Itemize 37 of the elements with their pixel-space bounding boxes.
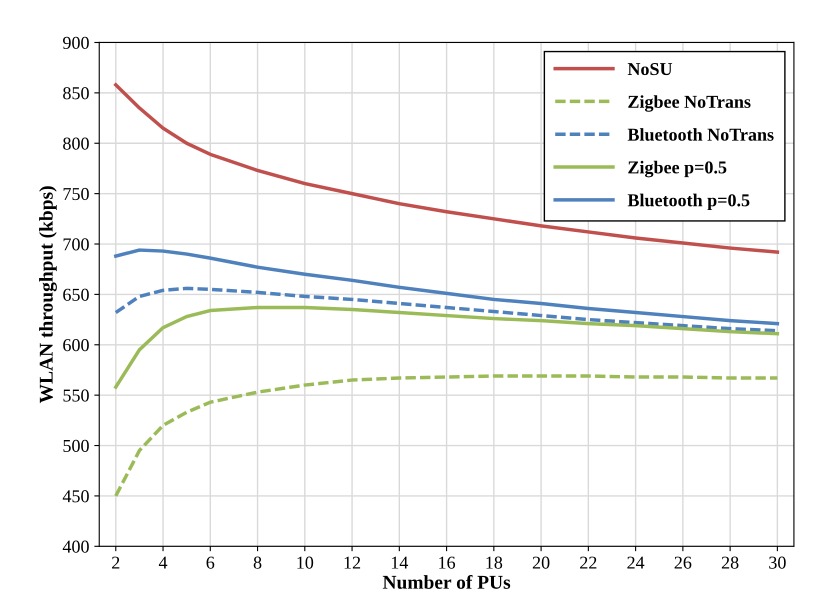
legend-label: Zigbee NoTrans — [628, 95, 751, 112]
x-tick-label: 6 — [206, 556, 214, 569]
x-tick-label: 16 — [439, 556, 456, 569]
y-tick-label: 700 — [64, 238, 89, 250]
line-series — [114, 306, 780, 389]
y-tick-label: 600 — [63, 339, 89, 352]
y-tick-label: 900 — [63, 36, 89, 49]
y-tick-label: 400 — [62, 540, 89, 553]
y-tick-label: 850 — [63, 87, 89, 100]
x-tick-label: 4 — [158, 556, 168, 569]
x-tick-label: 26 — [674, 556, 692, 569]
y-axis-title: WLAN throughput (kbps) — [39, 186, 57, 404]
y-tick-label: 650 — [63, 288, 89, 301]
legend-label: Bluetooth p=0.5 — [628, 194, 750, 210]
line-series — [114, 374, 780, 498]
x-axis-title: Number of PUs — [382, 574, 510, 589]
x-tick-label: 2 — [112, 556, 120, 569]
legend-label: NoSU — [628, 63, 672, 76]
legend-label: Zigbee p=0.5 — [628, 160, 726, 178]
x-tick-label: 22 — [580, 556, 596, 569]
line-series — [114, 248, 780, 326]
x-tick-label: 18 — [486, 556, 502, 569]
y-tick-label: 750 — [64, 188, 89, 200]
x-tick-label: 24 — [627, 556, 644, 569]
x-tick-label: 30 — [769, 556, 786, 569]
y-tick-label: 450 — [62, 490, 89, 502]
y-tick-label: 550 — [63, 389, 89, 402]
legend-label: Bluetooth NoTrans — [628, 128, 774, 141]
x-tick-label: 8 — [254, 556, 262, 569]
x-tick-label: 12 — [344, 556, 360, 569]
line-series — [114, 83, 780, 254]
y-tick-label: 800 — [63, 138, 89, 150]
x-tick-label: 20 — [532, 556, 550, 569]
x-tick-label: 28 — [722, 556, 738, 569]
y-tick-label: 500 — [63, 440, 89, 452]
x-tick-label: 10 — [297, 556, 314, 569]
x-tick-label: 14 — [392, 556, 408, 569]
